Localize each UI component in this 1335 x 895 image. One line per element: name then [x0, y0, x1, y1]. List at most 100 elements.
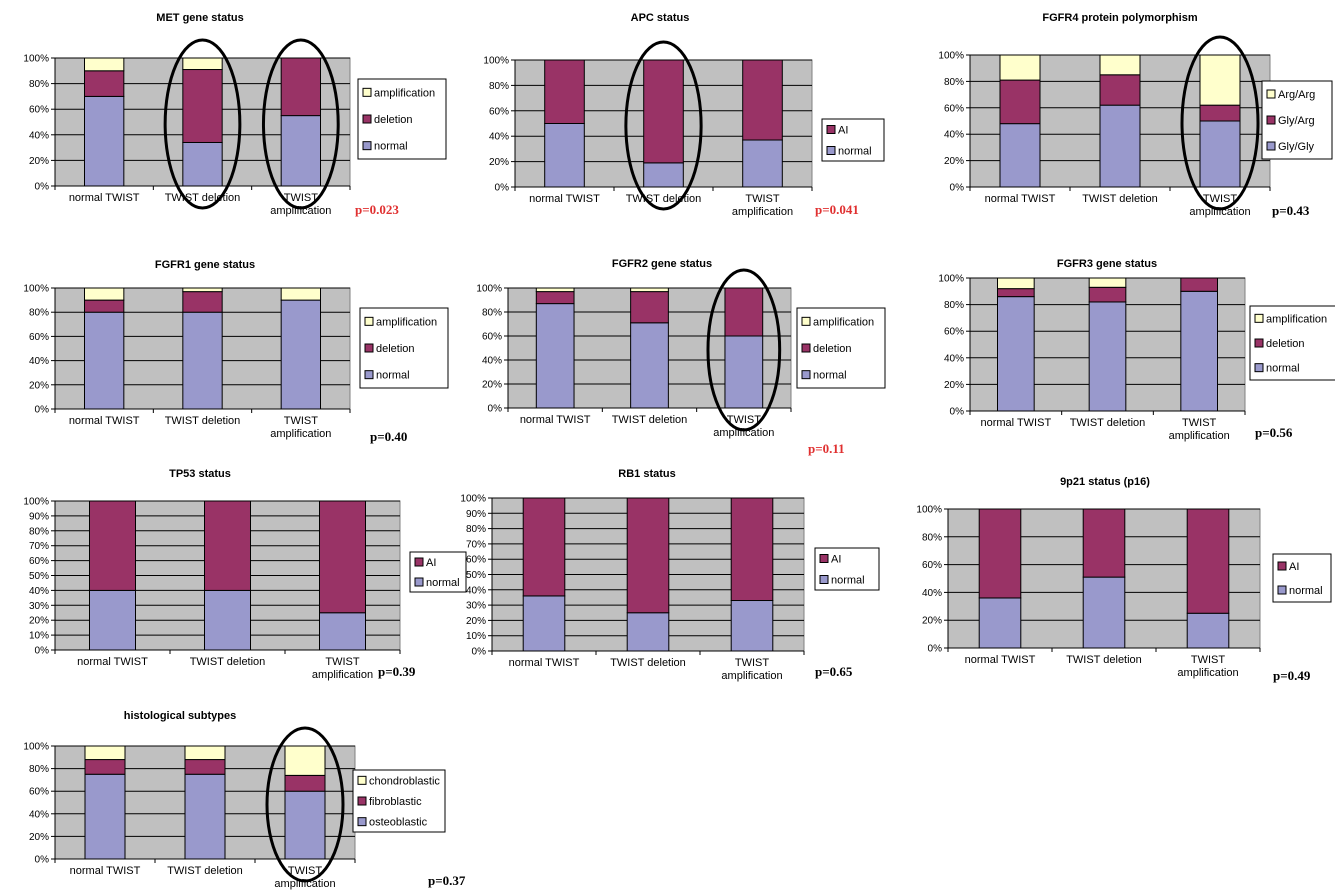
legend-swatch: [362, 114, 372, 124]
bar-segment-gly-gly: [999, 123, 1041, 188]
bar-segment-normal: [84, 311, 125, 410]
legend-swatch: [819, 554, 829, 563]
y-tick-label: 40%: [482, 356, 502, 367]
y-tick-label: 0%: [950, 183, 965, 194]
bar-segment-normal: [1180, 290, 1219, 412]
bar-segment-normal: [544, 123, 585, 188]
bar-segment-ai: [730, 497, 774, 602]
bar-segment-normal: [182, 311, 223, 410]
p-value-label: p=0.40: [370, 429, 407, 444]
bar-segment-normal: [742, 139, 783, 188]
bar-segment-normal: [280, 299, 321, 410]
bar-segment-amplification: [182, 287, 223, 293]
y-tick-label: 100%: [460, 494, 486, 505]
x-category-label: TWIST amplification: [1169, 417, 1230, 442]
y-tick-label: 90%: [29, 511, 49, 522]
x-category-label: normal TWIST: [520, 414, 591, 426]
x-category-label: normal TWIST: [980, 417, 1051, 429]
y-tick-label: 60%: [489, 106, 509, 117]
y-tick-label: 40%: [944, 353, 964, 364]
y-tick-label: 80%: [29, 764, 49, 775]
x-category-label: TWIST deletion: [165, 415, 241, 427]
y-tick-label: 0%: [35, 405, 50, 416]
p-value-label: p=0.023: [355, 202, 399, 217]
bar-segment-normal: [626, 612, 670, 652]
bar-segment-deletion: [280, 57, 321, 117]
legend-entry: AI: [831, 554, 841, 566]
bar-segment-gly-gly: [1199, 120, 1241, 188]
x-category-label: TWIST deletion: [1082, 193, 1158, 205]
y-tick-label: 20%: [944, 380, 964, 391]
legend-entry: normal: [426, 577, 460, 589]
legend-swatch: [801, 343, 811, 353]
bar-segment-normal: [182, 141, 223, 187]
y-tick-label: 50%: [29, 571, 49, 582]
bar-segment-normal: [319, 612, 366, 651]
legend-entry: amplification: [374, 87, 435, 99]
y-tick-label: 0%: [472, 647, 487, 658]
bar-segment-ai: [742, 59, 783, 141]
legend-entry: normal: [376, 370, 410, 382]
y-tick-label: 40%: [466, 585, 486, 596]
y-tick-label: 100%: [483, 56, 509, 67]
bar-segment-normal: [1082, 576, 1126, 649]
chart-panel: RB1 status 0% 10% 20% 30% 40% 50% 60% 70% 80% 90% 1…: [460, 468, 880, 682]
legend-swatch: [801, 316, 811, 326]
chart-title: histological subtypes: [124, 710, 236, 722]
bar-segment-ai: [544, 59, 585, 124]
legend-entry: Gly/Arg: [1278, 115, 1315, 127]
y-tick-label: 40%: [489, 132, 509, 143]
x-category-label: TWIST deletion: [190, 656, 266, 668]
bar-segment-ai: [643, 59, 684, 164]
legend-swatch: [357, 817, 367, 827]
bar-segment-ai: [204, 500, 251, 591]
chart-panel: FGFR3 gene status 0% 20% 40% 60% 80% 100% norma…: [938, 258, 1335, 442]
legend-entry: Gly/Gly: [1278, 141, 1315, 153]
y-tick-label: 30%: [29, 601, 49, 612]
bar-segment-ai: [1186, 508, 1230, 614]
legend-entry: chondroblastic: [369, 775, 440, 787]
x-category-label: TWIST amplification: [732, 193, 793, 218]
y-tick-label: 60%: [922, 560, 942, 571]
bar-segment-normal: [630, 322, 669, 409]
legend-entry: normal: [1289, 585, 1323, 597]
legend-entry: osteoblastic: [369, 817, 428, 829]
y-tick-label: 0%: [488, 404, 503, 415]
y-tick-label: 80%: [29, 526, 49, 537]
y-tick-label: 60%: [466, 555, 486, 566]
x-category-label: TWIST amplification: [270, 415, 331, 440]
y-tick-label: 20%: [482, 380, 502, 391]
bar-segment-normal: [84, 95, 125, 187]
bar-segment-deletion: [182, 291, 223, 313]
y-tick-label: 100%: [476, 284, 502, 295]
highlight-circle: [1180, 35, 1260, 211]
legend-entry: AI: [838, 125, 848, 137]
bar-segment-gly-gly: [1099, 104, 1141, 188]
p-value-label: p=0.11: [808, 441, 845, 456]
chart-title: 9p21 status (p16): [1060, 476, 1150, 488]
y-tick-label: 20%: [944, 156, 964, 167]
bar-segment-normal: [280, 115, 321, 187]
y-tick-label: 10%: [466, 631, 486, 642]
highlight-circle: [706, 268, 782, 432]
bar-segment-gly-arg: [1199, 104, 1241, 122]
y-tick-label: 80%: [482, 308, 502, 319]
y-tick-label: 0%: [495, 183, 510, 194]
bar-segment-osteoblastic: [84, 773, 126, 860]
p-value-label: p=0.37: [428, 873, 466, 888]
legend-entry: amplification: [376, 316, 437, 328]
bar-segment-deletion: [1180, 277, 1219, 292]
chart-panel: MET gene status 0% 20% 40% 60% 80% 100% normal …: [23, 12, 447, 217]
y-tick-label: 0%: [35, 182, 50, 193]
bar-segment-amplification: [1088, 277, 1127, 288]
legend-entry: normal: [1266, 363, 1300, 375]
y-tick-label: 100%: [23, 742, 49, 753]
legend-swatch: [362, 87, 372, 97]
bar-segment-deletion: [182, 69, 223, 143]
bar-segment-fibroblastic: [284, 774, 326, 792]
bar-segment-fibroblastic: [184, 759, 226, 775]
legend-entry: Arg/Arg: [1278, 89, 1315, 101]
y-tick-label: 60%: [29, 787, 49, 798]
bar-segment-ai: [1082, 508, 1126, 578]
x-category-label: TWIST deletion: [1066, 654, 1142, 666]
